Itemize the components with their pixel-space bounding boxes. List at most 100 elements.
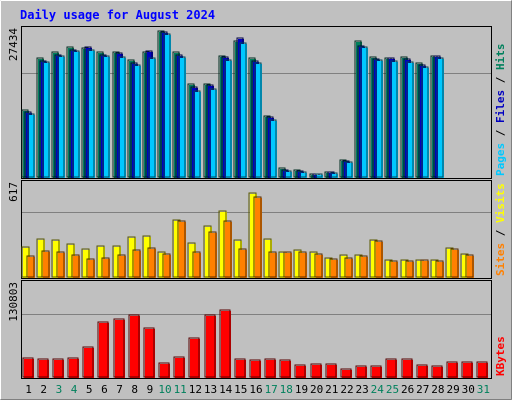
bar-sites-day-3 [56, 251, 65, 278]
bar-edge [101, 257, 110, 278]
bar-face [130, 316, 140, 378]
bar-edge [315, 173, 323, 178]
x-tick-label-day-8: 8 [131, 383, 138, 396]
bar-kbytes-day-1 [22, 357, 34, 378]
bar-face [296, 366, 306, 378]
bar-face [376, 242, 383, 278]
bar-sites-day-19 [298, 251, 307, 278]
bar-sites-day-17 [268, 251, 277, 278]
bar-face [89, 51, 95, 178]
bar-kbytes-day-16 [249, 359, 261, 378]
x-tick-label-day-19: 19 [295, 383, 308, 396]
y-legend-part-0: Sites [494, 243, 507, 276]
bar-face [301, 173, 307, 178]
bar-edge [298, 251, 307, 278]
bar-edge [239, 42, 247, 178]
bar-face [165, 35, 171, 178]
bar-kbytes-day-21 [325, 363, 337, 378]
bar-edge [269, 119, 277, 178]
bar-edge [147, 247, 156, 278]
bar-face [240, 250, 247, 278]
bar-pages-day-6 [102, 55, 110, 178]
y-max-label-visits-sites: 617 [7, 182, 20, 202]
bar-edge [132, 249, 141, 278]
bar-face [327, 365, 337, 378]
bar-face [241, 44, 247, 178]
x-tick-label-day-6: 6 [101, 383, 108, 396]
bar-edge [158, 362, 170, 378]
bar-face [179, 222, 186, 278]
y-legend-visits-sites: Sites / Visits [494, 183, 507, 276]
bar-edge [209, 88, 217, 178]
bar-face [271, 121, 277, 178]
bar-edge [86, 258, 95, 278]
bar-edge [188, 337, 200, 378]
bar-face [407, 262, 414, 278]
bar-edge [254, 62, 262, 178]
bar-edge [52, 358, 64, 378]
bar-kbytes-day-22 [340, 368, 352, 378]
bar-kbytes-day-26 [401, 358, 413, 378]
bar-sites-day-10 [162, 253, 171, 278]
bar-edge [435, 260, 444, 278]
bar-kbytes-day-14 [219, 309, 231, 378]
bar-face [332, 174, 338, 178]
bar-sites-day-21 [329, 258, 338, 278]
bar-face [134, 251, 141, 278]
bar-sites-day-2 [41, 250, 50, 278]
bar-edge [82, 346, 94, 378]
bar-edge [436, 57, 444, 178]
x-tick-label-day-28: 28 [431, 383, 444, 396]
bar-face [84, 348, 94, 378]
bar-pages-day-15 [239, 42, 247, 178]
bar-edge [465, 254, 474, 278]
bar-edge [178, 56, 186, 178]
x-tick-label-day-1: 1 [25, 383, 32, 396]
bar-face [312, 365, 322, 378]
bar-kbytes-day-19 [294, 364, 306, 378]
x-tick-label-day-12: 12 [189, 383, 202, 396]
bar-sites-day-15 [238, 248, 247, 278]
bar-face [463, 363, 473, 378]
bar-face [88, 260, 95, 278]
bar-face [423, 68, 429, 178]
bar-sites-day-30 [465, 254, 474, 278]
bar-edge [264, 358, 276, 378]
bar-edge [279, 359, 291, 378]
bar-pages-day-21 [330, 172, 338, 178]
bar-edge [421, 66, 429, 178]
x-tick-label-day-24: 24 [371, 383, 385, 396]
x-tick-label-day-5: 5 [86, 383, 93, 396]
bar-edge [360, 46, 368, 178]
x-tick-label-day-25: 25 [386, 383, 399, 396]
bar-kbytes-day-12 [188, 337, 200, 378]
bar-sites-day-24 [374, 240, 383, 278]
bar-face [149, 249, 156, 278]
x-tick-label-day-26: 26 [401, 383, 414, 396]
bar-pages-day-22 [345, 161, 353, 178]
bar-kbytes-day-11 [173, 356, 185, 378]
bar-sites-day-11 [177, 220, 186, 278]
bar-edge [450, 248, 459, 278]
bar-face [331, 260, 338, 278]
x-tick-label-day-2: 2 [40, 383, 47, 396]
bar-edge [117, 254, 126, 278]
x-tick-label-day-18: 18 [280, 383, 293, 396]
x-tick-label-day-16: 16 [249, 383, 262, 396]
bar-face [403, 360, 413, 378]
bar-pages-day-24 [375, 59, 383, 178]
bar-edge [133, 64, 141, 178]
bar-kbytes-day-23 [355, 365, 367, 378]
panel-frame-kbytes [21, 280, 492, 379]
bar-face [266, 360, 276, 378]
bar-face [357, 367, 367, 378]
y-max-label-hits-files-pages: 27434 [7, 28, 20, 61]
bar-pages-day-4 [72, 50, 80, 178]
bar-face [59, 57, 65, 178]
bar-edge [329, 258, 338, 278]
bar-face [433, 367, 443, 378]
x-tick-label-day-11: 11 [174, 383, 187, 396]
y-legend-part-2: Visits [494, 183, 507, 223]
bar-kbytes-day-28 [431, 365, 443, 378]
